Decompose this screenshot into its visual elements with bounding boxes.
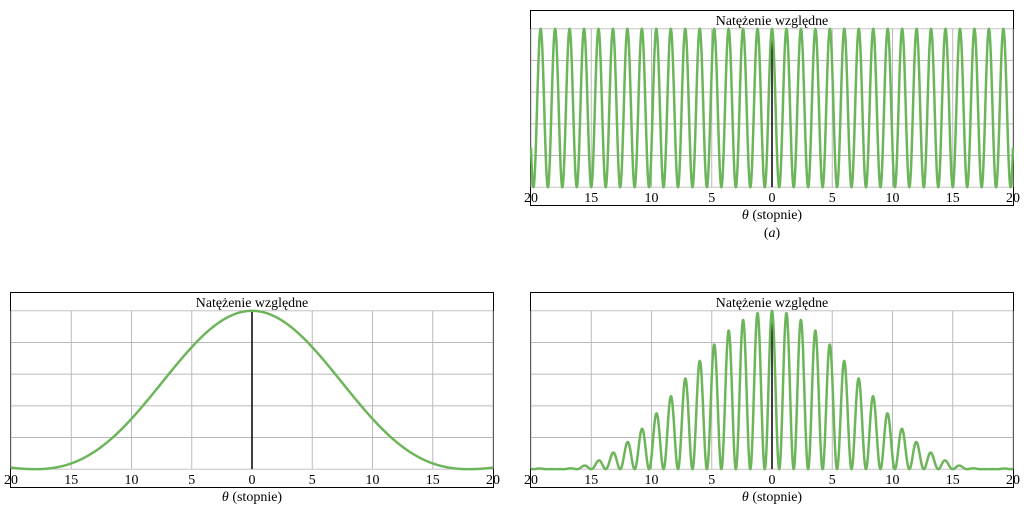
theta-symbol: θ xyxy=(742,208,749,223)
svg-text:15: 15 xyxy=(946,191,960,206)
chart-a-sublabel: (a) xyxy=(764,226,780,242)
svg-text:15: 15 xyxy=(64,473,78,488)
svg-text:0: 0 xyxy=(769,191,776,206)
svg-text:5: 5 xyxy=(829,191,836,206)
chart-b-xlabel: θ (stopnie) xyxy=(222,490,282,506)
chart-c-xlabel: θ (stopnie) xyxy=(742,490,802,506)
chart-a-cell: 201510505101520Natężenie względne θ (sto… xyxy=(530,10,1014,242)
svg-text:Natężenie względne: Natężenie względne xyxy=(716,14,828,29)
chart-c-cell: 201510505101520Natężenie względne θ (sto… xyxy=(530,292,1014,506)
svg-text:20: 20 xyxy=(524,473,538,488)
chart-a-xlabel: θ (stopnie) xyxy=(742,208,802,224)
svg-text:15: 15 xyxy=(584,473,598,488)
svg-text:5: 5 xyxy=(708,473,715,488)
sublabel-a-text: a xyxy=(769,226,776,241)
chart-b-plot: 201510505101520Natężenie względne xyxy=(10,292,494,488)
svg-text:20: 20 xyxy=(4,473,18,488)
svg-text:10: 10 xyxy=(886,191,900,206)
svg-text:5: 5 xyxy=(708,191,715,206)
svg-text:10: 10 xyxy=(645,191,659,206)
chart-c-plot: 201510505101520Natężenie względne xyxy=(530,292,1014,488)
svg-text:0: 0 xyxy=(249,473,256,488)
svg-text:20: 20 xyxy=(524,191,538,206)
theta-symbol: θ xyxy=(222,490,229,505)
svg-text:Natężenie względne: Natężenie względne xyxy=(716,296,828,311)
svg-text:15: 15 xyxy=(946,473,960,488)
svg-text:0: 0 xyxy=(769,473,776,488)
svg-text:5: 5 xyxy=(309,473,316,488)
chart-a-plot: 201510505101520Natężenie względne xyxy=(530,10,1014,206)
chart-b-cell: 201510505101520Natężenie względne θ (sto… xyxy=(10,292,494,506)
svg-text:10: 10 xyxy=(366,473,380,488)
svg-text:10: 10 xyxy=(886,473,900,488)
svg-text:20: 20 xyxy=(1006,191,1020,206)
empty-cell xyxy=(10,10,494,242)
svg-text:Natężenie względne: Natężenie względne xyxy=(196,296,308,311)
svg-text:5: 5 xyxy=(829,473,836,488)
svg-text:5: 5 xyxy=(188,473,195,488)
theta-symbol: θ xyxy=(742,490,749,505)
svg-text:15: 15 xyxy=(584,191,598,206)
xlabel-units: (stopnie) xyxy=(229,490,282,505)
xlabel-units: (stopnie) xyxy=(749,208,802,223)
figure-grid: 20 15 10 5 0 5 10 15 20 Natężenie względne θ (sto… xyxy=(10,10,1014,506)
xlabel-units: (stopnie) xyxy=(749,490,802,505)
svg-text:10: 10 xyxy=(645,473,659,488)
svg-text:15: 15 xyxy=(426,473,440,488)
svg-text:20: 20 xyxy=(1006,473,1020,488)
svg-text:10: 10 xyxy=(125,473,139,488)
svg-text:20: 20 xyxy=(486,473,500,488)
